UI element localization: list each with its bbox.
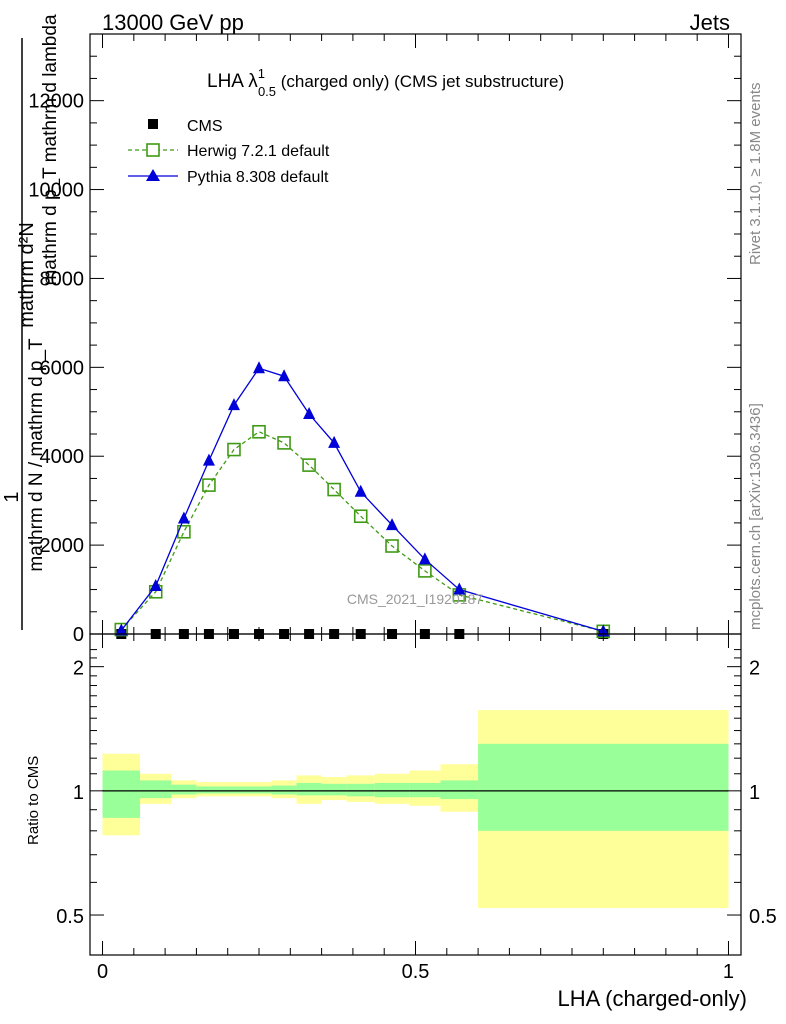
data-point-herwig [327, 482, 341, 497]
title-superscript: 1 [258, 66, 265, 81]
ratio-band-green [171, 784, 197, 795]
ratio-y-ticks: 0.5 0.5 1 1 2 2 [56, 649, 777, 928]
data-point-herwig [353, 509, 368, 524]
data-point-herwig [227, 442, 241, 457]
data-point-herwig [202, 478, 216, 492]
y-tick-label: 2000 [40, 535, 85, 557]
ratio-tick-label-right: 1 [749, 782, 760, 804]
legend-marker-pythia [146, 169, 160, 181]
data-point-pythia [149, 579, 162, 591]
ratio-band-green [478, 743, 729, 831]
legend-marker-cms [148, 119, 158, 129]
ratio-band-green [346, 783, 375, 797]
data-point-herwig [277, 436, 291, 450]
data-point-pythia [328, 435, 341, 448]
data-point-pythia [386, 518, 399, 531]
main-plot-panel: 0 2000 4000 6000 8000 10000 12000 [28, 33, 742, 646]
y-tick-label: 4000 [40, 446, 85, 468]
title-rest: (charged only) (CMS jet substructure) [276, 72, 564, 91]
y-label-prefix-denominator: mathrm d N / mathrm d p_T [26, 338, 47, 572]
y-tick-label: 12000 [28, 91, 84, 113]
y-tick-label: 10000 [28, 180, 84, 202]
ratio-y-axis-label: Ratio to CMS [25, 756, 42, 845]
ratio-band-green [246, 786, 272, 794]
series-line [120, 367, 604, 632]
rivet-label: Rivet 3.1.10, ≥ 1.8M events [747, 83, 764, 266]
header-right: Jets [690, 10, 730, 35]
mcplots-label: mcplots.cern.ch [arXiv:1306.3436] [747, 403, 764, 630]
x-ticks: 0 0.5 1 [97, 34, 734, 983]
y-tick-label: 0 [73, 624, 84, 646]
data-point-pythia [354, 484, 367, 497]
title-subscript: 0.5 [258, 84, 276, 99]
data-point-pythia [418, 552, 431, 565]
legend-label-pythia: Pythia 8.308 default [187, 169, 329, 186]
series-2 [115, 361, 610, 637]
x-tick-label: 0.5 [402, 961, 430, 983]
main-y-axis-label: 1 mathrm d²N mathrm d p_T mathrm d lambd… [1, 14, 61, 630]
y-tick-label: 8000 [40, 268, 85, 290]
ratio-band-green [102, 770, 141, 818]
legend-marker-herwig [146, 143, 160, 157]
x-axis-label: LHA (charged-only) [557, 986, 747, 1011]
y-label-denominator: mathrm d p_T mathrm d lambda [40, 14, 61, 285]
y-tick-label: 6000 [40, 357, 85, 379]
data-point-pythia [453, 582, 466, 595]
data-point-pythia [303, 407, 316, 419]
x-tick-label: 1 [723, 961, 734, 983]
ratio-tick-label: 1 [73, 782, 84, 804]
data-point-herwig [252, 424, 266, 439]
ratio-band-green [140, 780, 172, 799]
ratio-tick-label: 2 [73, 658, 84, 680]
ratio-tick-label-right: 0.5 [749, 906, 777, 928]
ratio-band-green [221, 786, 247, 794]
y-label-numerator: mathrm d²N [16, 222, 38, 328]
ratio-band-green [271, 785, 297, 795]
data-point-pythia [278, 369, 291, 382]
data-point-pythia [115, 623, 128, 636]
data-point-herwig [418, 564, 432, 578]
data-point-herwig [302, 458, 316, 472]
data-point-pythia [177, 511, 190, 524]
y-label-prefix-numerator: 1 [1, 491, 23, 502]
ratio-plot-panel: 0.5 0.5 1 1 2 2 [56, 633, 777, 956]
ratio-band-green [196, 786, 222, 794]
data-point-pythia [253, 361, 266, 374]
legend: CMS Herwig 7.2.1 default Pythia 8.308 de… [128, 118, 330, 186]
ratio-band-green [409, 782, 441, 798]
ratio-band-green [296, 782, 322, 796]
legend-label-herwig: Herwig 7.2.1 default [187, 143, 330, 160]
data-point-pythia [227, 398, 240, 411]
header-left: 13000 GeV pp [102, 10, 244, 35]
data-point-herwig [385, 539, 399, 553]
legend-label-cms: CMS [187, 118, 223, 135]
ratio-tick-label: 0.5 [56, 906, 84, 928]
plot-title: LHA λ1 0.5 (charged only) (CMS jet substr… [207, 66, 564, 99]
ratio-bands [102, 710, 729, 908]
main-y-ticks: 0 2000 4000 6000 8000 10000 12000 [28, 33, 741, 646]
x-tick-label: 0 [97, 961, 108, 983]
ratio-band-green [440, 780, 479, 800]
title-main: LHA λ [207, 71, 258, 92]
ratio-tick-label-right: 2 [749, 658, 760, 680]
ratio-band-green [321, 783, 347, 796]
ratio-band-green [374, 782, 410, 798]
data-point-pythia [202, 453, 215, 466]
analysis-watermark: CMS_2021_I1920187 [347, 591, 483, 607]
series-1 [114, 424, 611, 639]
